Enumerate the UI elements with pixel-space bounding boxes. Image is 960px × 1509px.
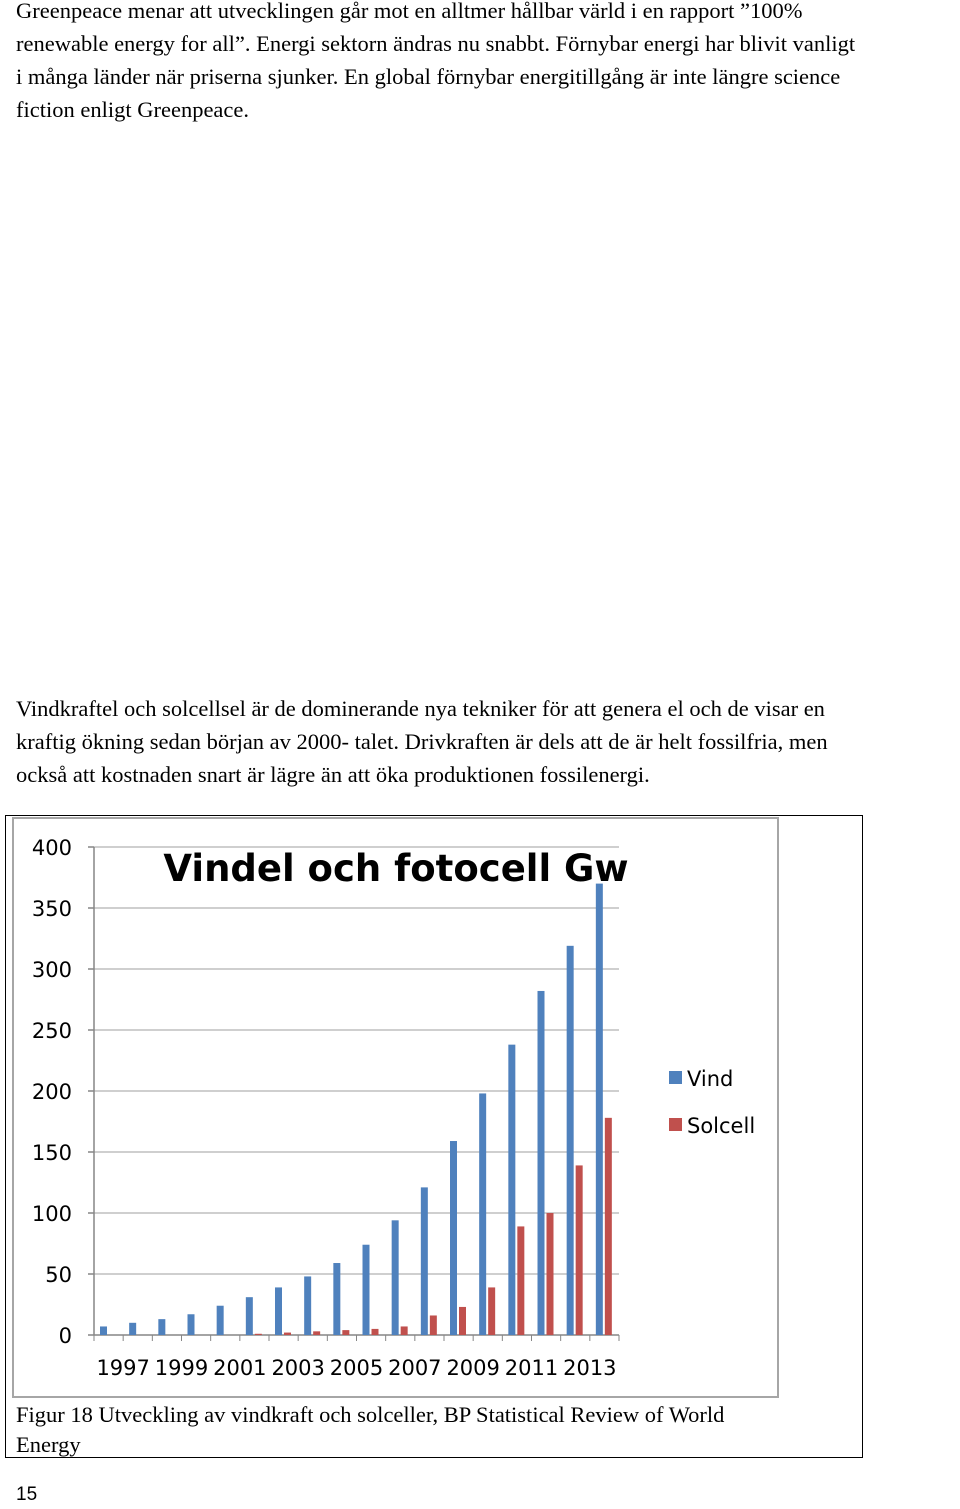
figure-frame (5, 815, 863, 1458)
legend-swatch-vind (669, 1071, 682, 1084)
bar-vind-2010 (479, 1093, 487, 1335)
legend-label-vind: Vind (687, 1067, 733, 1091)
bar-solcell-2003 (284, 1332, 291, 1335)
y-tick-label: 400 (32, 836, 72, 860)
bar-vind-2003 (275, 1287, 282, 1335)
paragraph-line: kraftig ökning sedan början av 2000- tal… (16, 729, 828, 754)
x-tick-label: 2005 (330, 1356, 383, 1380)
page-number: 15 (16, 1484, 38, 1505)
bar-vind-2011 (508, 1044, 516, 1335)
bar-chart: 0 50 100 150 200 250 300 350 400 1997 1999 2001 2003… (32, 836, 755, 1380)
paragraph-line: renewable energy for all”. Energi sektor… (16, 31, 856, 56)
paragraph-line: också att kostnaden snart är lägre än at… (16, 762, 650, 787)
bar-vind-2009 (450, 1141, 457, 1335)
bar-vind-1997 (100, 1326, 107, 1335)
bar-solcell-2004 (313, 1331, 321, 1335)
paragraph-line: fiction enligt Greenpeace. (16, 97, 250, 122)
x-tick-label: 1999 (155, 1356, 208, 1380)
bar-vind-2013 (566, 945, 574, 1335)
bar-vind-2007 (391, 1220, 399, 1335)
bar-vind-2008 (420, 1187, 428, 1335)
bar-solcell-2002 (254, 1333, 262, 1335)
paragraph-line: i många länder när priserna sjunker. En … (16, 64, 841, 89)
bar-solcell-2009 (459, 1306, 466, 1335)
y-tick-label: 250 (32, 1019, 72, 1043)
y-tick-label: 200 (32, 1080, 72, 1104)
bar-solcell-2012 (546, 1213, 554, 1335)
legend-swatch-solcell (669, 1118, 682, 1131)
paragraph-line: Vindkraftel och solcellsel är de dominer… (16, 696, 825, 721)
bar-vind-2005 (333, 1263, 341, 1335)
chart-title: Vindel och fotocell Gw (163, 847, 628, 890)
x-tick-label: 2009 (446, 1356, 499, 1380)
y-tick-label: 50 (45, 1263, 72, 1287)
caption-line: Figur 18 Utveckling av vindkraft och sol… (16, 1402, 725, 1427)
x-tick-label: 2001 (213, 1356, 266, 1380)
bar-solcell-2005 (342, 1330, 350, 1335)
bar-solcell-2007 (400, 1326, 408, 1335)
bar-vind-2002 (245, 1297, 253, 1335)
x-tick-label: 2011 (505, 1356, 558, 1380)
body-paragraph: Vindkraftel och solcellsel är de dominer… (16, 692, 956, 791)
paragraph-line: Greenpeace menar att utvecklingen går mo… (16, 0, 803, 23)
y-tick-label: 100 (32, 1202, 72, 1226)
bar-vind-1998 (129, 1322, 137, 1335)
bar-vind-2001 (216, 1305, 224, 1335)
y-tick-label: 0 (59, 1324, 72, 1348)
bar-vind-2006 (362, 1244, 370, 1335)
bar-solcell-2010 (488, 1287, 496, 1335)
bar-vind-2012 (537, 990, 545, 1335)
bar-solcell-2008 (429, 1315, 437, 1335)
bar-solcell-2013 (575, 1165, 583, 1335)
x-tick-label: 2007 (388, 1356, 441, 1380)
bar-vind-2004 (304, 1276, 312, 1335)
bar-solcell-2014 (604, 1117, 612, 1335)
bar-vind-2014 (595, 883, 603, 1335)
x-tick-label: 2003 (271, 1356, 324, 1380)
y-tick-label: 350 (32, 897, 72, 921)
bar-vind-1999 (158, 1319, 166, 1335)
y-tick-label: 300 (32, 958, 72, 982)
x-tick-label: 1997 (96, 1356, 149, 1380)
bar-solcell-2006 (371, 1328, 379, 1335)
caption-line: Energy (16, 1432, 81, 1457)
bar-vind-2000 (187, 1314, 195, 1335)
x-tick-label: 2013 (563, 1356, 616, 1380)
y-tick-label: 150 (32, 1141, 72, 1165)
bar-solcell-2011 (517, 1226, 525, 1335)
legend-label-solcell: Solcell (687, 1114, 755, 1138)
chart-container: 0 50 100 150 200 250 300 350 400 1997 1999 2001 2003… (12, 817, 779, 1398)
intro-paragraph: Greenpeace menar att utvecklingen går mo… (16, 0, 956, 126)
figure-caption: Figur 18 Utveckling av vindkraft och sol… (16, 1400, 846, 1460)
